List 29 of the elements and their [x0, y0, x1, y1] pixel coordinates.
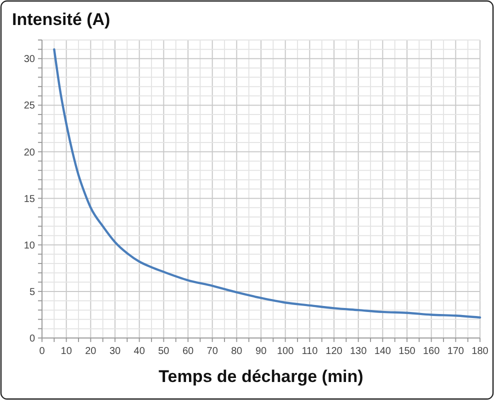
x-tick-label: 10 — [60, 346, 72, 357]
x-tick-label: 0 — [39, 346, 46, 357]
x-tick-label: 160 — [422, 346, 440, 357]
y-tick-label: 10 — [24, 240, 36, 252]
x-axis-title: Temps de décharge (min) — [158, 367, 364, 386]
y-tick-label: 30 — [24, 54, 36, 66]
line-series — [53, 48, 482, 319]
x-tick-label: 90 — [255, 346, 267, 357]
x-tick-label: 50 — [158, 346, 170, 357]
y-tick-label: 15 — [24, 194, 36, 205]
x-tick-label: 180 — [472, 346, 489, 357]
chart-title: Intensité (A) — [12, 10, 110, 29]
x-tick-label: 20 — [85, 346, 97, 357]
x-tick-label: 100 — [276, 346, 294, 357]
y-tick-label: 0 — [29, 334, 36, 344]
x-tick-label: 140 — [374, 346, 392, 357]
x-tick-label: 150 — [398, 346, 416, 357]
x-tick-label: 170 — [447, 346, 464, 357]
y-tick-label: 20 — [24, 147, 36, 158]
x-tick-label: 40 — [134, 346, 146, 357]
y-tick-label: 5 — [29, 286, 36, 298]
x-tick-label: 120 — [326, 346, 343, 357]
x-tick-label: 30 — [109, 346, 121, 357]
x-tick-label: 130 — [350, 346, 368, 357]
y-tick-label: 25 — [24, 100, 36, 112]
x-tick-label: 70 — [206, 346, 218, 357]
x-tick-label: 110 — [302, 346, 318, 357]
x-tick-label: 80 — [231, 346, 243, 357]
x-tick-label: 60 — [182, 346, 194, 357]
